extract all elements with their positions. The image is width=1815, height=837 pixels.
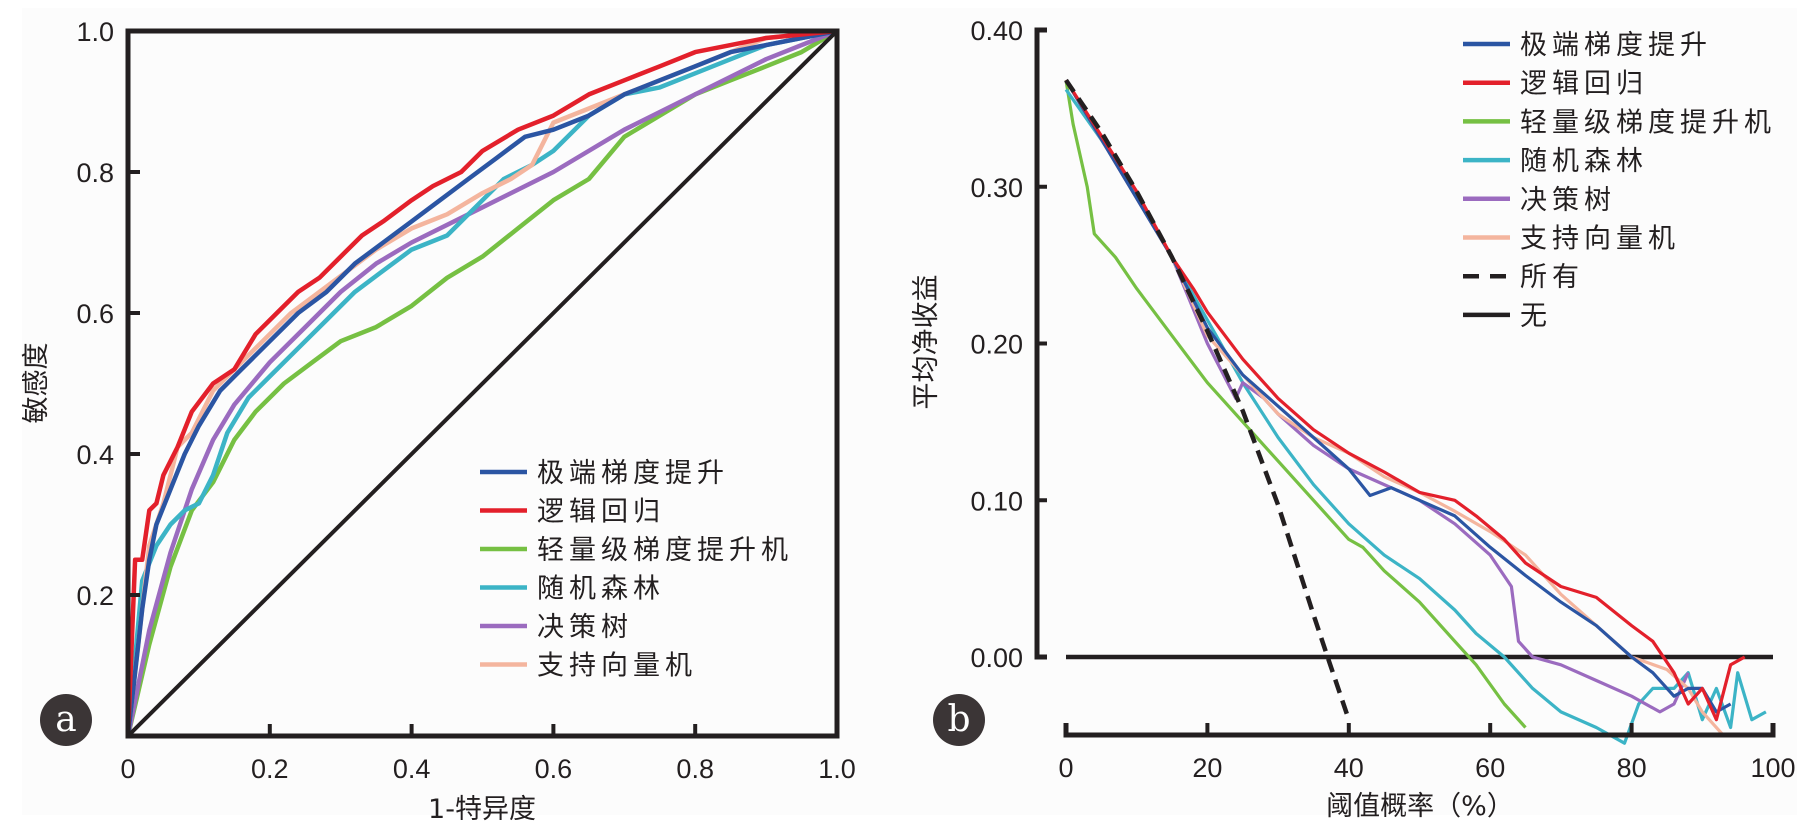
dca-legend-label: 轻量级梯度提升机 (1520, 107, 1776, 138)
roc-legend-label: 逻辑回归 (537, 497, 665, 528)
roc-x-ticks: 0 0.2 0.4 0.6 0.8 1.0 (120, 724, 856, 784)
dca-x-tick-label: 80 (1617, 753, 1647, 783)
panel-b-badge (933, 694, 985, 746)
dca-series-group (1064, 78, 1773, 745)
dca-y-tick-label: 0.30 (970, 173, 1023, 203)
roc-legend-item: 轻量级梯度提升机 (480, 535, 793, 566)
roc-x-axis-title: 1-特异度 (428, 794, 536, 825)
dca-series-line-5 (1064, 79, 1690, 714)
panel-b-letter: b (947, 699, 970, 740)
dca-series-line-6 (1064, 79, 1725, 737)
roc-legend-label: 极端梯度提升 (537, 458, 729, 489)
roc-legend-item: 逻辑回归 (480, 497, 665, 528)
roc-x-tick-label: 1.0 (818, 754, 856, 784)
panel-a-badge (40, 694, 92, 746)
dca-series-line-2 (1064, 79, 1746, 722)
dca-legend-label: 决策树 (1520, 185, 1616, 216)
roc-legend-item: 极端梯度提升 (480, 458, 729, 489)
dca-series-line-7 (1064, 78, 1351, 721)
dca-y-ticks: 0.00 0.10 0.20 0.30 0.40 (970, 16, 1047, 673)
dca-legend-item: 决策树 (1463, 185, 1616, 216)
roc-x-tick-label: 0.2 (251, 754, 289, 784)
dca-series-line-3 (1064, 79, 1527, 729)
roc-y-tick-label: 0.6 (76, 299, 114, 329)
dca-x-tick-label: 0 (1058, 753, 1073, 783)
dca-legend-item: 逻辑回归 (1463, 69, 1648, 100)
roc-legend-label: 轻量级梯度提升机 (537, 535, 793, 566)
roc-y-tick-label: 0.2 (76, 581, 114, 611)
roc-legend-label: 决策树 (537, 612, 633, 643)
roc-y-axis-title: 敏感度 (21, 343, 52, 424)
panel-a-letter: a (55, 699, 76, 740)
roc-x-tick-label: 0.4 (393, 754, 431, 784)
panel-a-roc-chart: 0 0.2 0.4 0.6 0.8 1.0 0.2 0.4 0.6 0.8 1.0 1-特异度 敏… (21, 17, 856, 825)
dca-legend-label: 随机森林 (1520, 146, 1648, 177)
dca-legend-item: 随机森林 (1463, 146, 1648, 177)
roc-y-tick-label: 1.0 (76, 17, 114, 47)
panel-b-dca-chart: 0 20 40 60 80 100 0.00 0.10 0.20 0.30 0.40 阈值概率（%… (911, 16, 1796, 822)
dca-series-line-1 (1064, 79, 1732, 714)
roc-legend-item: 随机森林 (480, 574, 665, 605)
roc-y-ticks: 0.2 0.4 0.6 0.8 1.0 (76, 17, 140, 611)
roc-y-tick-label: 0.8 (76, 158, 114, 188)
dca-legend-item: 轻量级梯度提升机 (1463, 107, 1776, 138)
dca-x-tick-label: 60 (1475, 753, 1505, 783)
dca-y-tick-label: 0.40 (970, 16, 1023, 46)
roc-legend-label: 随机森林 (537, 574, 665, 605)
dca-legend-label: 所有 (1520, 262, 1584, 293)
dca-legend-label: 无 (1520, 301, 1552, 332)
dca-x-tick-label: 20 (1192, 753, 1222, 783)
roc-legend-label: 支持向量机 (537, 651, 697, 682)
dca-y-tick-label: 0.20 (970, 330, 1023, 360)
roc-series-line-4 (125, 28, 838, 737)
roc-legend-item: 支持向量机 (480, 651, 697, 682)
dca-legend-label: 逻辑回归 (1520, 69, 1648, 100)
panel-a-label: a (40, 694, 92, 746)
dca-legend-item: 所有 (1463, 262, 1584, 293)
dca-y-axis-title: 平均净收益 (911, 275, 942, 410)
roc-x-tick-label: 0.6 (535, 754, 573, 784)
dca-legend-item: 支持向量机 (1463, 224, 1680, 255)
figure-background (22, 8, 1797, 815)
panel-b-label: b (933, 694, 985, 746)
roc-x-tick-label: 0.8 (676, 754, 714, 784)
roc-x-tick-label: 0 (120, 754, 135, 784)
dca-legend-label: 支持向量机 (1520, 224, 1680, 255)
roc-legend-item: 决策树 (480, 612, 633, 643)
dca-x-tick-label: 100 (1750, 753, 1795, 783)
dca-legend-item: 极端梯度提升 (1463, 30, 1712, 61)
roc-reference-diagonal (126, 29, 839, 738)
roc-series-line-1 (125, 28, 838, 737)
roc-series-line-2 (125, 28, 838, 737)
dca-y-tick-label: 0.00 (970, 643, 1023, 673)
dca-x-tick-label: 40 (1334, 753, 1364, 783)
dca-y-tick-label: 0.10 (970, 486, 1023, 516)
dca-legend-label: 极端梯度提升 (1520, 30, 1712, 61)
dca-x-axis-title: 阈值概率（%） (1326, 791, 1514, 822)
roc-y-tick-label: 0.4 (76, 440, 114, 470)
dca-legend-item: 无 (1463, 301, 1552, 332)
roc-plot-frame (125, 28, 840, 739)
roc-series-group (125, 28, 839, 737)
dca-x-ticks: 0 20 40 60 80 100 (1058, 723, 1796, 783)
